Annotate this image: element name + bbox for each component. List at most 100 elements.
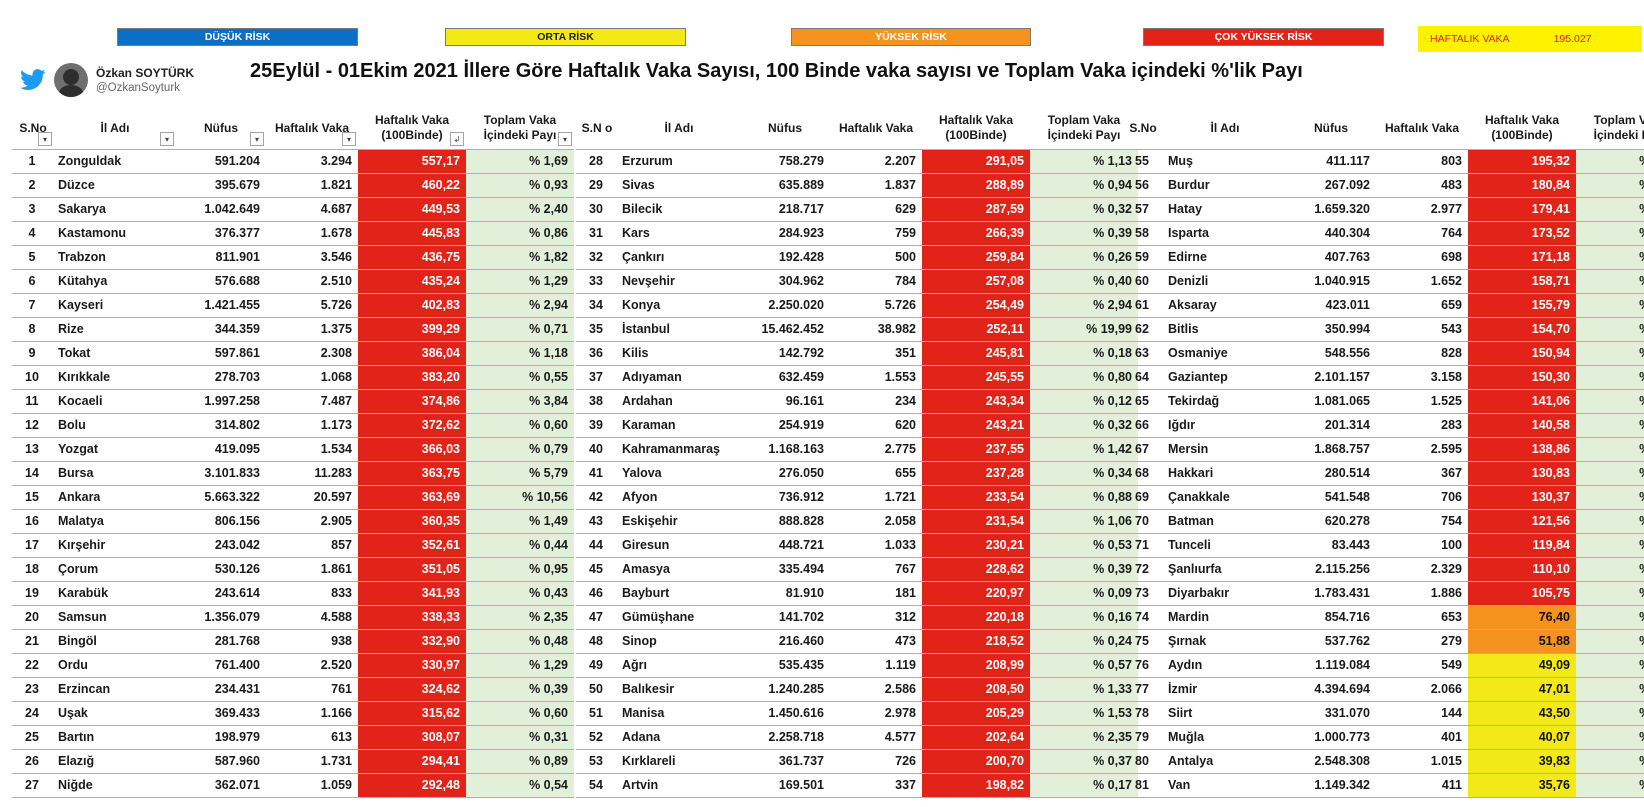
- cell-name: Adana: [622, 730, 661, 744]
- table-row: 70 Batman 620.278 754 121,56% 0,39: [1122, 510, 1644, 534]
- header-weekly: Haftalık Vaka: [1384, 120, 1460, 135]
- cell-rate: 372,62: [358, 414, 466, 437]
- table-row: 42 Afyon 736.912 1.721 233,54% 0,88: [576, 486, 1138, 510]
- cell-rate: 351,05: [358, 558, 466, 581]
- filter-dropdown-icon[interactable]: ▾: [160, 132, 174, 146]
- table-row: 30 Bilecik 218.717 629 287,59% 0,32: [576, 198, 1138, 222]
- table-row: 4 Kastamonu 376.377 1.678 445,83% 0,86: [12, 222, 574, 246]
- cell-wk: 613: [331, 730, 352, 744]
- cell-rate: 252,11: [922, 318, 1030, 341]
- cell-wk: 1.821: [320, 178, 352, 192]
- cell-wk: 5.726: [320, 298, 352, 312]
- cell-pop: 314.802: [214, 418, 260, 432]
- cell-name: Siirt: [1168, 706, 1193, 720]
- table-row: 44 Giresun 448.721 1.033 230,21% 0,53: [576, 534, 1138, 558]
- cell-sno: 35: [589, 322, 603, 336]
- cell-share: % 0,39: [1030, 222, 1138, 245]
- table-row: 22 Ordu 761.400 2.520 330,97% 1,29: [12, 654, 574, 678]
- cell-wk: 620: [895, 418, 916, 432]
- cell-rate: 288,89: [922, 174, 1030, 197]
- cell-rate: 294,41: [358, 750, 466, 773]
- cell-wk: 1.173: [320, 418, 352, 432]
- table-row: 68 Hakkari 280.514 367 130,83% 0,19: [1122, 462, 1644, 486]
- cell-rate: 121,56: [1468, 510, 1576, 533]
- cell-share: % 0,39: [1030, 558, 1138, 581]
- cell-share: % 0,17: [1030, 774, 1138, 797]
- cell-pop: 811.901: [215, 250, 261, 264]
- cell-sno: 16: [25, 514, 39, 528]
- cell-name: Giresun: [622, 538, 670, 552]
- table-row: 43 Eskişehir 888.828 2.058 231,54% 1,06: [576, 510, 1138, 534]
- cell-sno: 70: [1135, 514, 1149, 528]
- cell-share: % 0,48: [466, 630, 574, 653]
- cell-name: Tekirdağ: [1168, 394, 1220, 408]
- cell-pop: 597.861: [214, 346, 260, 360]
- cell-sno: 74: [1135, 610, 1149, 624]
- cell-sno: 81: [1135, 778, 1149, 792]
- cell-share: % 0,19: [1576, 462, 1644, 485]
- cell-pop: 530.126: [214, 562, 260, 576]
- cell-rate: 366,03: [358, 438, 466, 461]
- filter-dropdown-icon[interactable]: ▾: [558, 132, 572, 146]
- table-row: 73 Diyarbakır 1.783.431 1.886 105,75% 0,97: [1122, 582, 1644, 606]
- cell-pop: 254.919: [778, 418, 824, 432]
- cell-wk: 629: [895, 202, 916, 216]
- cell-sno: 73: [1135, 586, 1149, 600]
- cell-wk: 1.119: [885, 658, 916, 672]
- table-row: 79 Muğla 1.000.773 401 40,07% 0,21: [1122, 726, 1644, 750]
- cell-wk: 181: [895, 586, 916, 600]
- cell-rate: 449,53: [358, 198, 466, 221]
- cell-sno: 58: [1135, 226, 1149, 240]
- filter-dropdown-icon[interactable]: ▾: [342, 132, 356, 146]
- header-pop: Nüfus: [204, 120, 238, 135]
- table-row: 28 Erzurum 758.279 2.207 291,05% 1,13: [576, 150, 1138, 174]
- table-row: 3 Sakarya 1.042.649 4.687 449,53% 2,40: [12, 198, 574, 222]
- cell-rate: 237,55: [922, 438, 1030, 461]
- cell-sno: 19: [25, 586, 39, 600]
- cell-name: Kilis: [622, 346, 649, 360]
- cell-name: Hakkari: [1168, 466, 1214, 480]
- cell-pop: 1.356.079: [204, 610, 260, 624]
- cell-name: Ankara: [58, 490, 101, 504]
- cell-rate: 243,21: [922, 414, 1030, 437]
- cell-pop: 1.168.163: [768, 442, 824, 456]
- cell-pop: 234.431: [214, 682, 260, 696]
- cell-pop: 761.400: [214, 658, 260, 672]
- cell-rate: 402,83: [358, 294, 466, 317]
- cell-sno: 15: [25, 490, 39, 504]
- filter-dropdown-icon[interactable]: ▾: [250, 132, 264, 146]
- cell-sno: 20: [25, 610, 39, 624]
- cell-sno: 21: [25, 634, 39, 648]
- table-row: 7 Kayseri 1.421.455 5.726 402,83% 2,94: [12, 294, 574, 318]
- cell-share: % 0,39: [1576, 222, 1644, 245]
- cell-pop: 267.092: [1324, 178, 1370, 192]
- table-row: 49 Ağrı 535.435 1.119 208,99% 0,57: [576, 654, 1138, 678]
- cell-rate: 363,75: [358, 462, 466, 485]
- legend-high-risk: YÜKSEK RİSK: [791, 28, 1031, 46]
- table-row: 46 Bayburt 81.910 181 220,97% 0,09: [576, 582, 1138, 606]
- table-row: 57 Hatay 1.659.320 2.977 179,41% 1,53: [1122, 198, 1644, 222]
- table-row: 72 Şanlıurfa 2.115.256 2.329 110,10% 1,19: [1122, 558, 1644, 582]
- table-row: 16 Malatya 806.156 2.905 360,35% 1,49: [12, 510, 574, 534]
- cell-sno: 48: [589, 634, 603, 648]
- cell-name: Bingöl: [58, 634, 97, 648]
- cell-sno: 34: [589, 298, 603, 312]
- cell-wk: 803: [1441, 154, 1462, 168]
- cell-name: Eskişehir: [622, 514, 678, 528]
- filter-dropdown-icon[interactable]: ▾: [38, 132, 52, 146]
- cell-share: % 0,21: [1576, 726, 1644, 749]
- cell-share: % 2,35: [466, 606, 574, 629]
- cell-rate: 43,50: [1468, 702, 1576, 725]
- cell-rate: 245,55: [922, 366, 1030, 389]
- table-row: 6 Kütahya 576.688 2.510 435,24% 1,29: [12, 270, 574, 294]
- table-row: 2 Düzce 395.679 1.821 460,22% 0,93: [12, 174, 574, 198]
- cell-share: % 0,78: [1576, 390, 1644, 413]
- legend-medium-risk: ORTA RİSK: [445, 28, 686, 46]
- cell-name: Isparta: [1168, 226, 1209, 240]
- cell-wk: 2.520: [320, 658, 352, 672]
- table-row: 41 Yalova 276.050 655 237,28% 0,34: [576, 462, 1138, 486]
- cell-share: % 0,36: [1576, 486, 1644, 509]
- cell-name: Diyarbakır: [1168, 586, 1230, 600]
- cell-wk: 653: [1441, 610, 1462, 624]
- sort-filter-icon[interactable]: ↲: [450, 132, 464, 146]
